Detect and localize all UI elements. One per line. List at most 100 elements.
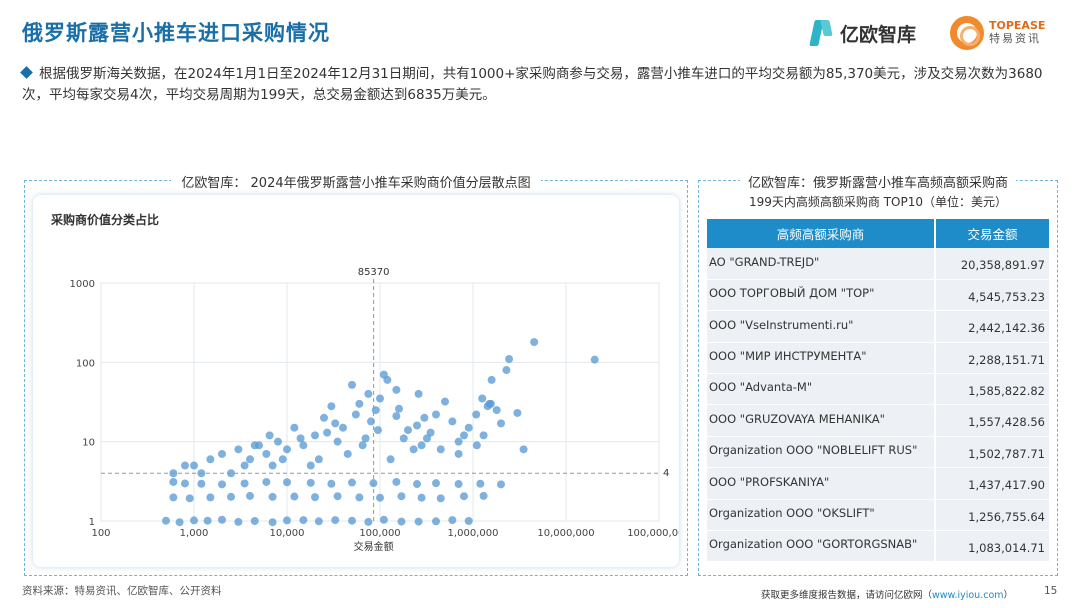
scatter-point [320, 413, 329, 422]
buyer-amount: 4,545,753.23 [934, 279, 1049, 312]
scatter-point [448, 516, 457, 525]
scatter-point [348, 478, 357, 487]
scatter-point [348, 516, 357, 525]
scatter-point [180, 461, 189, 470]
scatter-point [351, 410, 360, 419]
top-buyers-panel: 亿欧智库：俄罗斯露营小推车高频高额采购商 199天内高频高额采购商 TOP10（… [698, 176, 1058, 576]
scatter-point [190, 461, 198, 470]
scatter-point [436, 445, 445, 454]
scatter-point [392, 477, 401, 486]
iyiou-logo-icon [809, 18, 836, 48]
scatter-point [348, 380, 357, 389]
scatter-point [431, 479, 440, 488]
scatter-point [290, 423, 299, 432]
scatter-point [268, 492, 277, 501]
page-title: 俄罗斯露营小推车进口采购情况 [22, 21, 330, 45]
scatter-point [306, 478, 315, 487]
scatter-point [483, 402, 492, 411]
buyer-amount: 2,442,142.36 [934, 310, 1049, 343]
buyer-name: Organization OOO "OKSLIFT" [707, 499, 935, 532]
y-tick-label: 100 [76, 358, 95, 369]
scatter-point [386, 455, 395, 464]
scatter-point [379, 515, 388, 524]
footer-website-link[interactable]: www.iyiou.com [932, 590, 1004, 601]
scatter-point [240, 479, 249, 488]
scatter-point [234, 445, 243, 454]
scatter-point [397, 492, 406, 501]
buyer-amount: 20,358,891.97 [934, 248, 1049, 280]
scatter-point [413, 480, 422, 489]
scatter-point [590, 355, 599, 364]
scatter-panel-title: 亿欧智库： 2024年俄罗斯露营小推车采购商价值分层散点图 [171, 176, 541, 191]
scatter-point [414, 517, 423, 526]
buyer-amount: 2,288,151.71 [934, 342, 1049, 375]
scatter-point [333, 437, 342, 446]
scatter-point [413, 421, 422, 430]
scatter-point [331, 516, 340, 525]
scatter-point [283, 478, 291, 487]
scatter-point [162, 516, 171, 525]
footer-prefix: 获取更多维度报告数据，请访问亿欧网（ [761, 590, 933, 601]
topease-logo: TOPEASE 特易资讯 [950, 16, 1045, 50]
scatter-point [399, 434, 408, 443]
scatter-point [364, 389, 373, 398]
scatter-point [496, 419, 505, 428]
scatter-point [376, 394, 384, 403]
x-tick-label: 10,000,000 [537, 528, 594, 539]
scatter-point [436, 494, 445, 503]
scatter-point [519, 445, 528, 454]
scatter-point [472, 410, 481, 419]
scatter-point [169, 477, 178, 486]
scatter-point [314, 517, 323, 526]
scatter-point [333, 492, 342, 501]
x-tick-label: 100,000 [359, 528, 400, 539]
scatter-point [502, 366, 511, 375]
buyer-name: OOO "PROFSKANIYA" [707, 467, 935, 500]
scatter-point [217, 515, 226, 524]
scatter-point [431, 410, 440, 419]
scatter-point [245, 455, 254, 464]
scatter-point [505, 355, 514, 364]
scatter-point [379, 370, 388, 379]
table-row: OOO "GRUZOVAYA MEHANIKA" 1,557,428.56 [707, 404, 1049, 437]
scatter-point [441, 397, 450, 406]
scatter-point [454, 449, 463, 458]
scatter-point [227, 492, 236, 501]
scatter-point [217, 480, 226, 489]
topease-logo-en: TOPEASE [989, 19, 1046, 33]
scatter-point [190, 516, 198, 525]
ref-line-y-label: 4 [663, 468, 669, 479]
scatter-point [431, 517, 440, 526]
scatter-point [338, 423, 347, 432]
scatter-point [169, 493, 178, 502]
top-buyers-table: 高频高额采购商 交易金额 AO "GRAND-TREJD" 20,358,891.… [707, 219, 1049, 563]
buyer-name: OOO "GRUZOVAYA MEHANIKA" [707, 404, 935, 437]
x-tick-label: 10,000 [270, 528, 305, 539]
chart-heading: 采购商价值分类占比 [51, 213, 160, 227]
scatter-point [314, 455, 323, 464]
x-axis-label: 交易金额 [354, 540, 394, 553]
scatter-point [175, 518, 184, 527]
scatter-point [394, 404, 403, 413]
scatter-point [472, 441, 481, 450]
scatter-point [417, 493, 426, 502]
scatter-point [245, 491, 254, 500]
table-row: OOO "VseInstrumenti.ru" 2,442,142.36 [707, 310, 1049, 343]
scatter-point [331, 419, 340, 428]
buyer-name: OOO ТОРГОВЫЙ ДОМ "ТОР" [707, 279, 935, 312]
buyer-name: Organization OOO "GORTORGSNAB" [707, 530, 935, 563]
buyer-name: AO "GRAND-TREJD" [707, 248, 935, 280]
scatter-point [323, 428, 332, 437]
scatter-point [327, 479, 336, 488]
scatter-point [420, 413, 429, 422]
scatter-point [392, 385, 401, 394]
scatter-point [262, 477, 271, 486]
scatter-point [180, 479, 189, 488]
top-buyers-subtitle: 199天内高频高额采购商 TOP10（单位：美元） [748, 195, 1007, 209]
scatter-point [240, 461, 249, 470]
scatter-point [268, 518, 277, 527]
scatter-point [358, 441, 367, 450]
scatter-point [203, 516, 212, 525]
scatter-point [268, 461, 277, 470]
scatter-panel: 亿欧智库： 2024年俄罗斯露营小推车采购商价值分层散点图 100 1,000 10… [24, 176, 688, 576]
